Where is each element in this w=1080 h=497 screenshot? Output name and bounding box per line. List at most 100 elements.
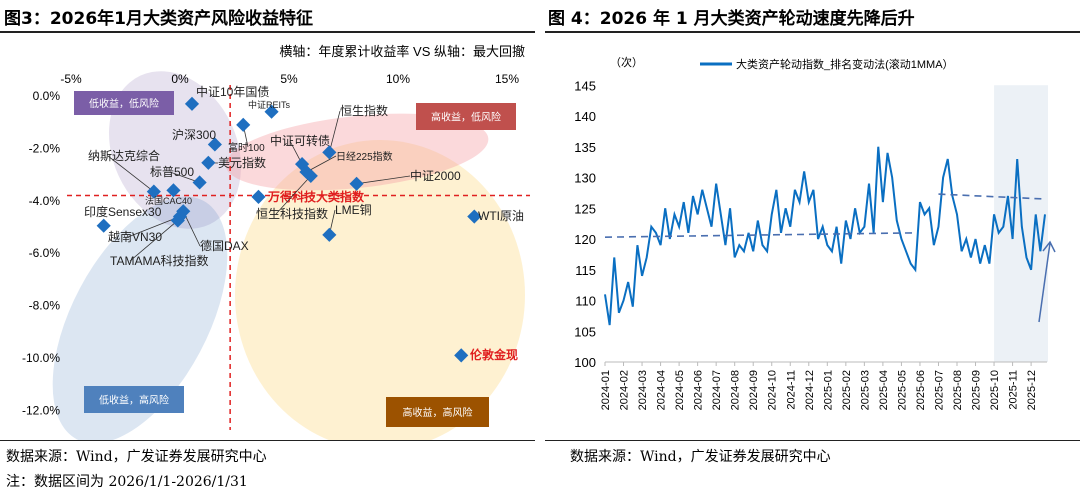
y-tick-label: 110: [575, 294, 596, 309]
quadrant-label: 低收益，低风险: [89, 97, 159, 110]
leader-line: [129, 220, 179, 262]
point-label: 中证可转债: [270, 133, 330, 148]
x-tick-label: 2025-11: [1008, 370, 1020, 410]
y-axis-unit: （次）: [610, 55, 643, 69]
point-label: 越南VN30: [108, 229, 162, 244]
data-point: [349, 176, 364, 191]
y-tick-label: 135: [574, 140, 596, 155]
quadrant-label-box: [416, 103, 516, 130]
data-point: [467, 209, 482, 224]
y-tick-label: 120: [574, 232, 596, 247]
point-label: 标普500: [150, 165, 194, 179]
y-tick-label: 125: [574, 201, 596, 216]
data-point: [454, 348, 469, 363]
x-tick-label: 2024-09: [748, 370, 760, 410]
data-point: [299, 164, 314, 180]
quadrant-label-box: [84, 386, 184, 413]
quadrant-label: 高收益，低风险: [431, 111, 501, 124]
x-tick-label: 2024-04: [656, 370, 668, 410]
data-point: [170, 213, 185, 228]
point-label: 万得科技大类指数: [267, 189, 365, 204]
quadrant-label: 低收益，高风险: [99, 394, 169, 407]
y-tick-label: 105: [574, 324, 596, 339]
x-tick-label: 2024-01: [600, 370, 612, 410]
x-tick-label: 5%: [280, 72, 298, 86]
x-tick-label: 2025-02: [841, 370, 853, 410]
quadrant-label-box: [386, 397, 489, 427]
right-title: 图 4：2026 年 1 月大类资产轮动速度先降后升: [548, 9, 915, 29]
data-point: [322, 227, 337, 242]
point-label: 中证2000: [410, 168, 461, 183]
y-tick-label: -2.0%: [29, 141, 61, 155]
x-tick-label: 2024-02: [619, 370, 631, 410]
point-label: TAMAMA科技指数: [110, 253, 208, 268]
data-point: [146, 184, 161, 199]
x-tick-label: 2024-08: [730, 370, 742, 410]
up-arrow-shaft: [1038, 242, 1051, 323]
y-tick-label: -10.0%: [22, 351, 60, 365]
right-bottom-rule: [545, 440, 1080, 441]
y-tick-label: -8.0%: [29, 299, 61, 313]
point-label: 美元指数: [218, 155, 266, 170]
y-tick-label: 145: [574, 78, 596, 93]
low-return-high-risk-zone: [52, 196, 228, 440]
high-return-high-risk-zone: [235, 140, 525, 440]
point-label: 沪深300: [172, 128, 216, 142]
point-label: 日经225指数: [336, 150, 393, 163]
x-tick-label: 2024-11: [785, 370, 797, 410]
x-tick-label: 0%: [171, 72, 189, 86]
left-title-rule: [0, 31, 535, 33]
chart-subtitle: 横轴：年度累计收益率 VS 纵轴：最大回撤: [279, 44, 525, 59]
x-tick-label: 2025-06: [915, 370, 927, 410]
x-tick-label: 2025-07: [933, 370, 945, 410]
x-tick-label: 10%: [386, 72, 410, 86]
point-label: 中证REITs: [248, 99, 291, 110]
y-tick-label: -6.0%: [29, 246, 61, 260]
x-tick-label: 2025-12: [1026, 370, 1038, 410]
legend-label: 大类资产轮动指数_排名变动法(滚动1MMA）: [736, 57, 954, 71]
x-tick-label: 15%: [495, 72, 519, 86]
y-tick-label: 130: [574, 171, 596, 186]
point-label: 恒生科技指数: [256, 206, 328, 221]
data-point: [166, 183, 181, 198]
x-tick-label: 2024-10: [767, 370, 779, 410]
x-tick-label: 2025-08: [952, 370, 964, 410]
x-tick-label: 2024-06: [693, 370, 705, 410]
data-point: [264, 104, 279, 119]
point-label: 纳斯达克综合: [88, 148, 160, 163]
point-label: 法国CAC40: [145, 195, 192, 206]
x-tick-label: 2025-05: [896, 370, 908, 410]
y-tick-label: 100: [574, 355, 596, 370]
point-label: 伦敦金现: [470, 347, 518, 362]
left-source: 数据来源：Wind，广发证券发展研究中心: [6, 449, 267, 465]
data-point: [322, 145, 337, 160]
point-label: WTI原油: [478, 209, 524, 223]
y-tick-label: 140: [574, 109, 596, 124]
data-point: [192, 175, 207, 190]
trend-line: [938, 193, 1046, 200]
x-tick-label: 2025-01: [822, 370, 834, 410]
y-tick-label: 0.0%: [33, 89, 61, 103]
up-arrow-head: [1042, 240, 1056, 253]
data-point: [236, 117, 251, 132]
point-label: 恒生指数: [340, 103, 388, 118]
leader-line: [275, 175, 312, 215]
x-tick-label: 2024-12: [804, 370, 816, 410]
point-label: 富时100: [228, 141, 265, 154]
left-bottom-rule: [0, 440, 535, 441]
leader-line: [107, 155, 155, 192]
point-label: 印度Sensex30: [84, 204, 162, 219]
series-line: [604, 146, 1046, 326]
quadrant-label-box: [74, 91, 174, 115]
leader-line: [328, 110, 341, 153]
data-point: [207, 137, 222, 152]
high-return-low-risk-zone: [225, 113, 489, 191]
x-tick-label: 2025-04: [878, 370, 890, 410]
x-tick-label: 2025-09: [971, 370, 983, 410]
x-tick-label: 2024-05: [674, 370, 686, 410]
right-title-rule: [545, 31, 1080, 33]
point-label: 中证10年国债: [196, 84, 269, 99]
x-tick-label: 2024-03: [637, 370, 649, 410]
x-tick-label: 2024-07: [711, 370, 723, 410]
